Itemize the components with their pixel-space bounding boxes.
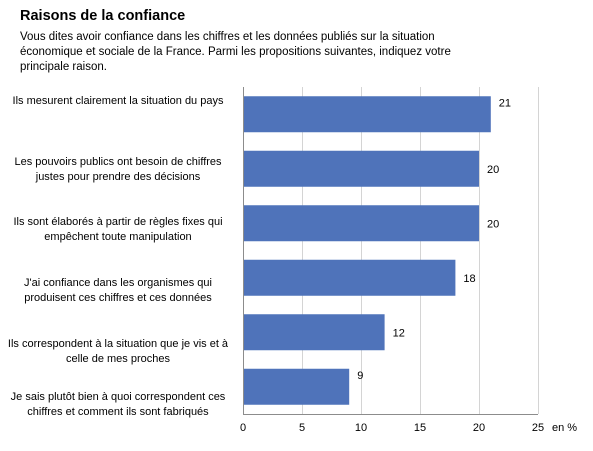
- x-tick-label: 15: [414, 422, 426, 434]
- bar: [243, 368, 350, 405]
- x-axis-label: en %: [552, 422, 577, 434]
- x-tick-label: 10: [355, 422, 367, 434]
- bar: [243, 150, 479, 187]
- x-tick-label: 25: [532, 422, 544, 434]
- category-label: Je sais plutôt bien à quoi correspondent…: [10, 391, 226, 418]
- value-label: 12: [393, 327, 405, 339]
- bar: [243, 96, 491, 133]
- category-label: Les pouvoirs publics ont besoin de chiff…: [14, 156, 222, 183]
- bar: [243, 259, 456, 296]
- x-tick-label: 5: [299, 422, 305, 434]
- chart-subtitle: Vous dites avoir confiance dans les chif…: [20, 31, 451, 73]
- value-label: 20: [487, 218, 499, 230]
- category-label: Ils sont élaborés à partir de règles fix…: [13, 216, 223, 243]
- value-label: 21: [499, 97, 511, 109]
- x-tick-label: 0: [240, 422, 246, 434]
- category-label: Ils correspondent à la situation que je …: [7, 338, 229, 365]
- x-tick-label: 20: [473, 422, 485, 434]
- value-label: 18: [463, 273, 475, 285]
- chart-title: Raisons de la confiance: [20, 8, 186, 24]
- category-label: J'ai confiance dans les organismes qui p…: [24, 277, 212, 304]
- value-label: 9: [357, 370, 363, 382]
- bar: [243, 314, 385, 351]
- category-label: Ils mesurent clairement la situation du …: [12, 95, 224, 107]
- value-label: 20: [487, 164, 499, 176]
- bar: [243, 205, 479, 242]
